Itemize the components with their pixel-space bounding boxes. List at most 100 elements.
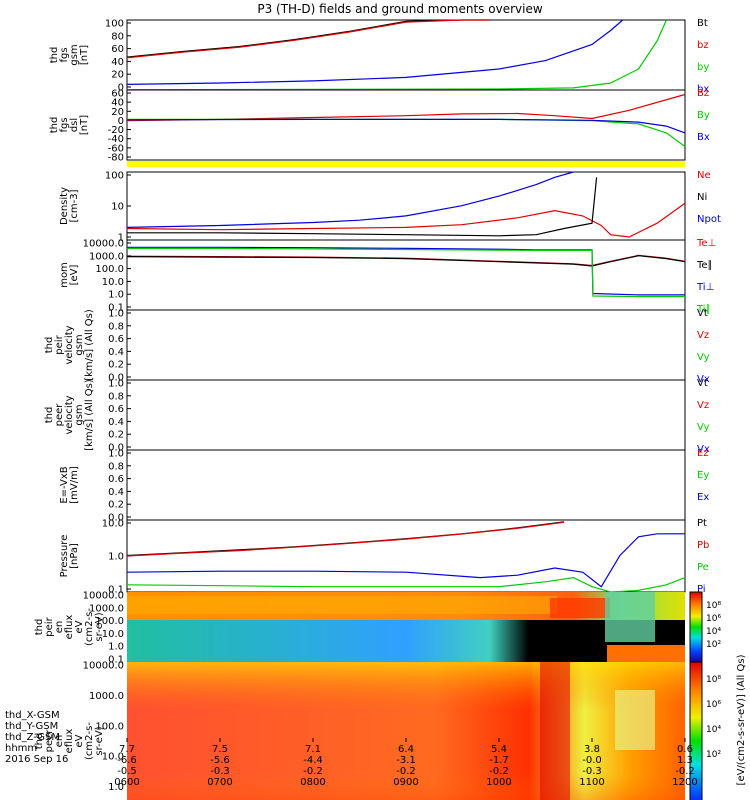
quality-flag-bar	[127, 161, 685, 167]
x-tick-label: -1.7	[489, 755, 509, 766]
y-tick-label: 20	[111, 107, 124, 118]
colorbar-tick: 10⁴	[706, 627, 721, 637]
y-axis-label: thd	[34, 619, 45, 636]
x-tick-label: -0.5	[117, 766, 137, 777]
y-axis-label: gsm	[74, 404, 85, 425]
legend-entry: Pi	[697, 584, 706, 595]
y-tick-label: 0.4	[108, 347, 124, 358]
y-axis-label: [km/s] (All Qs)	[84, 379, 95, 451]
y-axis-label: [cm-3]	[69, 189, 80, 222]
y-axis-label: Density	[59, 187, 70, 225]
panel-frame	[126, 519, 686, 593]
colorbar	[689, 591, 703, 800]
series-Ti⊥	[127, 246, 685, 296]
x-tick-label: 0.6	[677, 744, 693, 755]
legend-entry: Ne	[697, 170, 711, 181]
series-Pt	[126, 521, 565, 557]
panel-density: 100 10 1 Density [cm-3] Ne Ni Npot	[59, 170, 721, 244]
y-tick-label: 0.6	[108, 474, 124, 485]
series-Npot	[126, 171, 574, 228]
legend-entry: Vx	[697, 444, 710, 455]
legend-entry: Te∥	[696, 260, 713, 271]
y-tick-label: -40	[108, 134, 124, 145]
y-axis-label: mom	[59, 262, 70, 288]
y-axis-label: (cm2-s-	[84, 722, 95, 760]
y-axis-label: gsm	[74, 334, 85, 355]
y-axis-label: [km/s] (All Qs)	[84, 309, 95, 381]
x-row-label: 2016 Sep 16	[5, 754, 68, 765]
y-axis-label: velocity	[64, 395, 75, 434]
legend-entry: Ey	[697, 470, 709, 481]
colorbar-tick: 10⁴	[706, 725, 721, 735]
y-tick-label: 40	[111, 57, 124, 68]
y-axis-label: thd	[44, 407, 55, 424]
series-Ti∥	[127, 247, 685, 298]
y-tick-label: 0.8	[108, 461, 124, 472]
legend-entry: Vy	[697, 422, 710, 433]
y-tick-label: 1	[118, 233, 124, 244]
y-tick-label: 0.8	[108, 321, 124, 332]
y-tick-label: 0.8	[108, 391, 124, 402]
y-tick-label: 80	[111, 31, 124, 42]
panel-frame	[126, 19, 686, 91]
legend-entry: Bz	[697, 88, 709, 99]
y-tick-label: 1.0	[108, 449, 124, 460]
legend-entry: Vt	[697, 378, 708, 389]
y-axis-label: gsm	[69, 44, 80, 65]
legend-entry: Vz	[697, 400, 709, 411]
y-tick-label: 10	[111, 202, 124, 213]
colorbar-tick: 10⁸	[706, 601, 721, 611]
legend-entry: Vy	[697, 352, 710, 363]
y-tick-label: 40	[111, 98, 124, 109]
x-tick-label: 0900	[393, 777, 418, 788]
y-tick-label: 0.1	[108, 303, 124, 314]
legend-entry: Ex	[697, 492, 709, 503]
y-axis-label: [nT]	[79, 115, 90, 135]
x-tick-label: -0.2	[489, 766, 509, 777]
panel-frame	[126, 309, 686, 381]
y-axis-label: eflux	[64, 615, 75, 640]
y-axis-label: en	[54, 621, 65, 634]
colorbar-tick: 10²	[706, 640, 721, 650]
y-axis-label: [eV]	[69, 265, 80, 286]
series-Ni	[127, 177, 598, 237]
y-axis-label: thd	[49, 47, 60, 64]
y-axis-label: (cm2-s-	[84, 608, 95, 646]
legend-entry: Pb	[697, 540, 709, 551]
y-axis-label: en	[54, 735, 65, 748]
y-tick-label: 20	[111, 70, 124, 81]
y-tick-label: 100.0	[95, 264, 124, 275]
series-Pe	[126, 576, 686, 593]
y-tick-label: 10.0	[102, 519, 124, 530]
y-axis-label: sr-eV)	[94, 726, 105, 755]
y-tick-label: 0.0	[108, 443, 124, 454]
y-tick-label: 60	[111, 44, 124, 55]
y-tick-label: 0.6	[108, 334, 124, 345]
peir-spectrogram	[127, 592, 685, 662]
y-tick-label: 10000.0	[83, 591, 124, 602]
y-tick-label: 1.0	[108, 782, 124, 793]
panel-pressure: 10.0 1.0 0.1 Pressure [nPa] Pt Pb Pe Pi	[59, 518, 709, 596]
y-tick-label: 100.0	[95, 721, 124, 732]
y-tick-label: 0.1	[108, 585, 124, 596]
y-tick-label: 1000.0	[89, 251, 124, 262]
y-tick-label: 0	[118, 83, 124, 94]
y-tick-label: 0.2	[108, 500, 124, 511]
legend-entry: Ni	[697, 192, 707, 203]
panel-frame	[126, 239, 686, 311]
legend-entry: By	[697, 110, 710, 121]
y-axis-label: velocity	[64, 325, 75, 364]
y-tick-label: 100.0	[95, 616, 124, 627]
legend-entry: Vt	[697, 308, 708, 319]
y-tick-label: 10.0	[102, 629, 124, 640]
y-tick-label: 0.2	[108, 360, 124, 371]
y-axis-label: peir	[44, 616, 55, 636]
x-tick-label: -0.2	[675, 766, 695, 777]
legend-entry: bz	[697, 40, 709, 51]
y-tick-label: 1000.0	[89, 603, 124, 614]
x-tick-label: -0.0	[582, 755, 602, 766]
x-tick-label: 1100	[579, 777, 604, 788]
